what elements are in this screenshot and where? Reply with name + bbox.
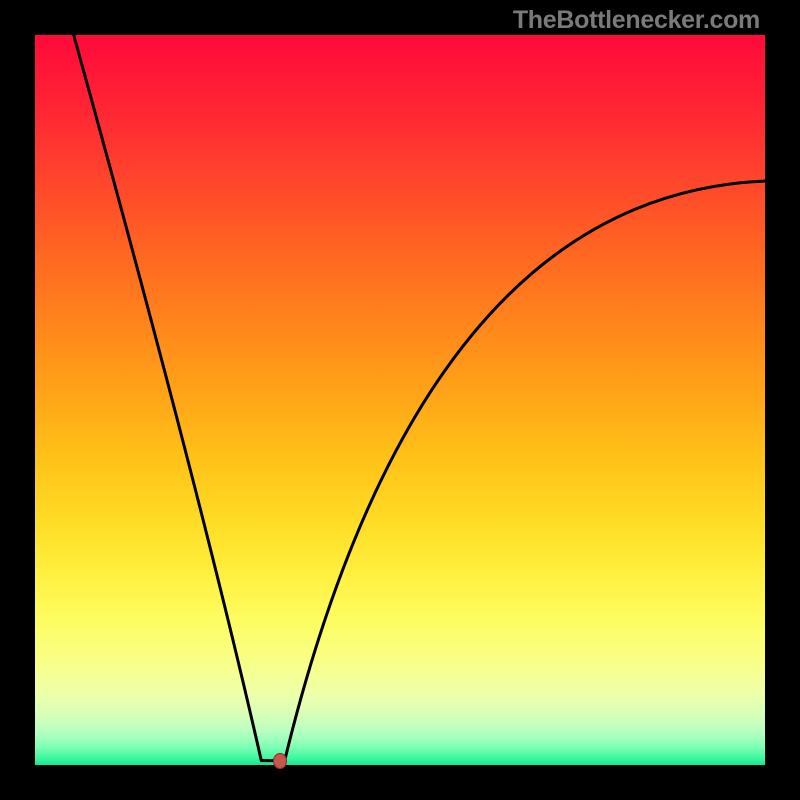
watermark-text: TheBottlenecker.com — [513, 6, 760, 35]
bottleneck-curve — [35, 35, 765, 765]
plot-area — [35, 35, 765, 765]
optimum-marker — [273, 753, 287, 769]
